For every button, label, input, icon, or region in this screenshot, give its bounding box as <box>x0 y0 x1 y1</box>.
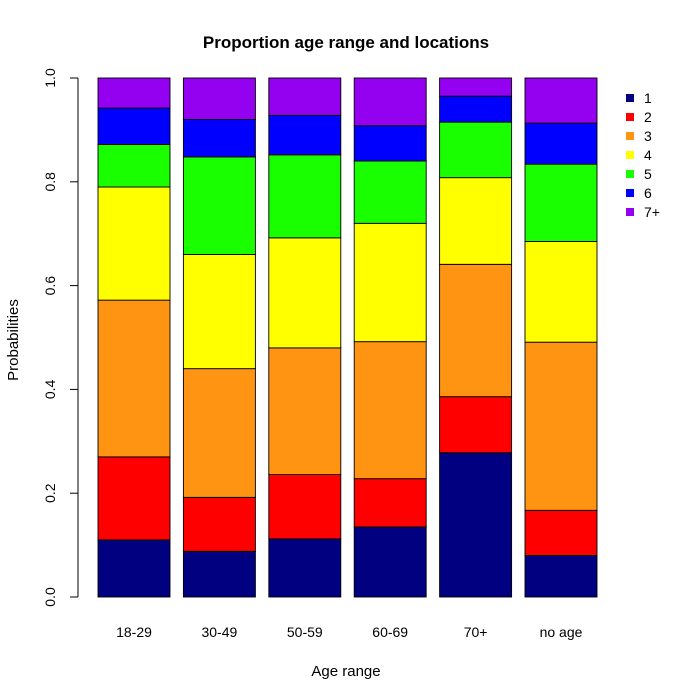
bar-segment-no age-3 <box>524 341 598 511</box>
bar-segment-no age-5 <box>524 163 598 242</box>
x-tick-label: no age <box>540 624 583 640</box>
bar-segment-18-29-7+ <box>97 77 171 109</box>
bar-segment-70+-5 <box>439 121 513 179</box>
legend: 1 2 3 4 5 6 7+ <box>626 90 660 220</box>
bar-segment-18-29-3 <box>97 299 171 458</box>
bar-segment-70+-1 <box>439 452 513 598</box>
bar-segment-18-29-5 <box>97 143 171 188</box>
y-axis: 0.0 0.2 0.4 0.6 0.8 1.0 <box>42 68 79 607</box>
x-axis-label: Age range <box>311 663 380 680</box>
y-tick-label: 0.0 <box>42 587 58 607</box>
y-tick-label: 0.8 <box>42 172 58 192</box>
legend-label: 4 <box>644 147 652 163</box>
legend-swatch-1 <box>626 94 634 102</box>
chart-title: Proportion age range and locations <box>203 33 489 52</box>
x-axis-tick-labels: 18-29 30-49 50-59 60-69 70+ no age <box>116 624 583 640</box>
bar-segment-70+-6 <box>439 95 513 123</box>
bar-segment-30-49-6 <box>182 119 256 158</box>
y-tick-label: 0.2 <box>42 483 58 503</box>
bar-segment-30-49-2 <box>182 496 256 552</box>
y-tick-label: 0.4 <box>42 379 58 399</box>
bar-segment-50-59-6 <box>268 114 342 156</box>
bar-segment-70+-7+ <box>439 77 513 97</box>
y-axis-label: Probabilities <box>5 299 22 381</box>
bar-segment-60-69-6 <box>353 125 427 162</box>
bar-segment-60-69-4 <box>353 222 427 343</box>
bar-segment-60-69-2 <box>353 478 427 528</box>
legend-label: 3 <box>644 128 652 144</box>
bar-segment-18-29-1 <box>97 539 171 598</box>
bar-segment-no age-6 <box>524 122 598 165</box>
bar-segment-70+-2 <box>439 396 513 454</box>
x-tick-label: 30-49 <box>201 624 237 640</box>
x-tick-label: 50-59 <box>287 624 323 640</box>
legend-swatch-5 <box>626 170 634 178</box>
legend-label: 6 <box>644 185 652 201</box>
bar-segment-no age-2 <box>524 509 598 556</box>
legend-label: 2 <box>644 109 652 125</box>
legend-swatch-2 <box>626 113 634 121</box>
bar-segment-50-59-3 <box>268 347 342 475</box>
bar-segment-18-29-4 <box>97 186 171 301</box>
bar-segment-60-69-7+ <box>353 77 427 127</box>
bar-segment-no age-7+ <box>524 77 598 124</box>
bar-segment-no age-1 <box>524 555 598 598</box>
bars-group <box>97 77 598 598</box>
legend-swatch-4 <box>626 151 634 159</box>
bar-segment-60-69-5 <box>353 160 427 224</box>
legend-swatch-3 <box>626 132 634 140</box>
bar-segment-50-59-7+ <box>268 77 342 116</box>
bar-segment-50-59-5 <box>268 154 342 239</box>
legend-swatch-7+ <box>626 208 634 216</box>
bar-segment-60-69-3 <box>353 341 427 480</box>
legend-label: 5 <box>644 166 652 182</box>
bar-segment-30-49-1 <box>182 550 256 598</box>
legend-swatch-6 <box>626 189 634 197</box>
bar-segment-60-69-1 <box>353 526 427 598</box>
legend-label: 7+ <box>644 204 660 220</box>
x-tick-label: 70+ <box>464 624 488 640</box>
bar-segment-18-29-6 <box>97 107 171 145</box>
bar-segment-no age-4 <box>524 241 598 343</box>
bar-segment-30-49-5 <box>182 156 256 255</box>
bar-segment-30-49-7+ <box>182 77 256 120</box>
legend-label: 1 <box>644 90 652 106</box>
bar-segment-50-59-2 <box>268 474 342 540</box>
bar-segment-30-49-3 <box>182 368 256 498</box>
bar-segment-70+-4 <box>439 177 513 265</box>
bar-segment-18-29-2 <box>97 456 171 541</box>
bar-segment-30-49-4 <box>182 254 256 370</box>
x-tick-label: 60-69 <box>372 624 408 640</box>
y-tick-label: 1.0 <box>42 68 58 88</box>
bar-segment-50-59-1 <box>268 538 342 598</box>
bar-segment-70+-3 <box>439 263 513 398</box>
x-tick-label: 18-29 <box>116 624 152 640</box>
y-tick-label: 0.6 <box>42 276 58 296</box>
bar-segment-50-59-4 <box>268 237 342 349</box>
